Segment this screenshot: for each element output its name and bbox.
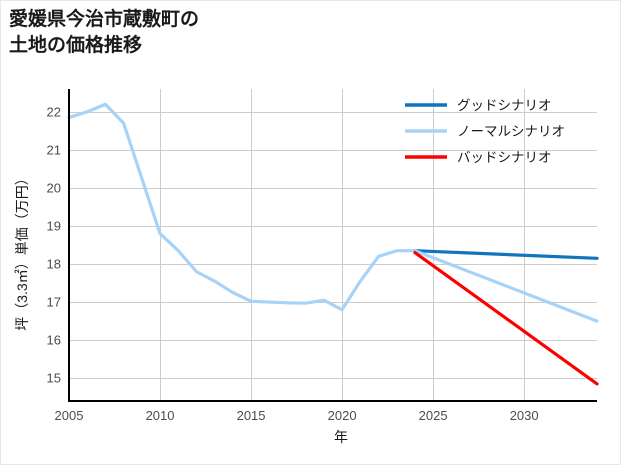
x-axis-title: 年: [334, 429, 348, 445]
page-title: 愛媛県今治市蔵敷町の 土地の価格推移: [9, 9, 200, 56]
x-tick-2015: 2015: [237, 408, 266, 423]
y-tick-16: 16: [47, 333, 61, 348]
data-series-group: [67, 102, 599, 386]
series-line-1: [413, 249, 599, 260]
grid-lines: [69, 89, 597, 401]
x-tick-2020: 2020: [328, 408, 357, 423]
legend-label-1: ノーマルシナリオ: [457, 124, 565, 139]
legend-label-2: バッドシナリオ: [457, 150, 552, 165]
series-line-2: [413, 249, 599, 323]
y-axis-title: 坪（3.3㎡）単価（万円）: [14, 171, 30, 330]
x-tick-2010: 2010: [146, 408, 175, 423]
series-line-0: [67, 102, 417, 312]
y-tick-15: 15: [47, 371, 61, 386]
y-axis-tick-labels: 15 16 17 18 19 20 21 22: [47, 104, 61, 385]
y-tick-18: 18: [47, 257, 61, 272]
y-tick-22: 22: [47, 104, 61, 119]
axis-spines: [68, 89, 597, 402]
y-tick-19: 19: [47, 218, 61, 233]
series-line-3: [413, 251, 599, 386]
legend-label-0: グッドシナリオ: [457, 98, 552, 113]
y-tick-21: 21: [47, 142, 61, 157]
x-tick-2005: 2005: [55, 408, 84, 423]
x-tick-2030: 2030: [510, 408, 539, 423]
y-tick-17: 17: [47, 295, 61, 310]
y-tick-20: 20: [47, 180, 61, 195]
x-axis-tick-labels: 2005 2010 2015 2020 2025 2030: [55, 408, 539, 423]
x-tick-2025: 2025: [419, 408, 448, 423]
